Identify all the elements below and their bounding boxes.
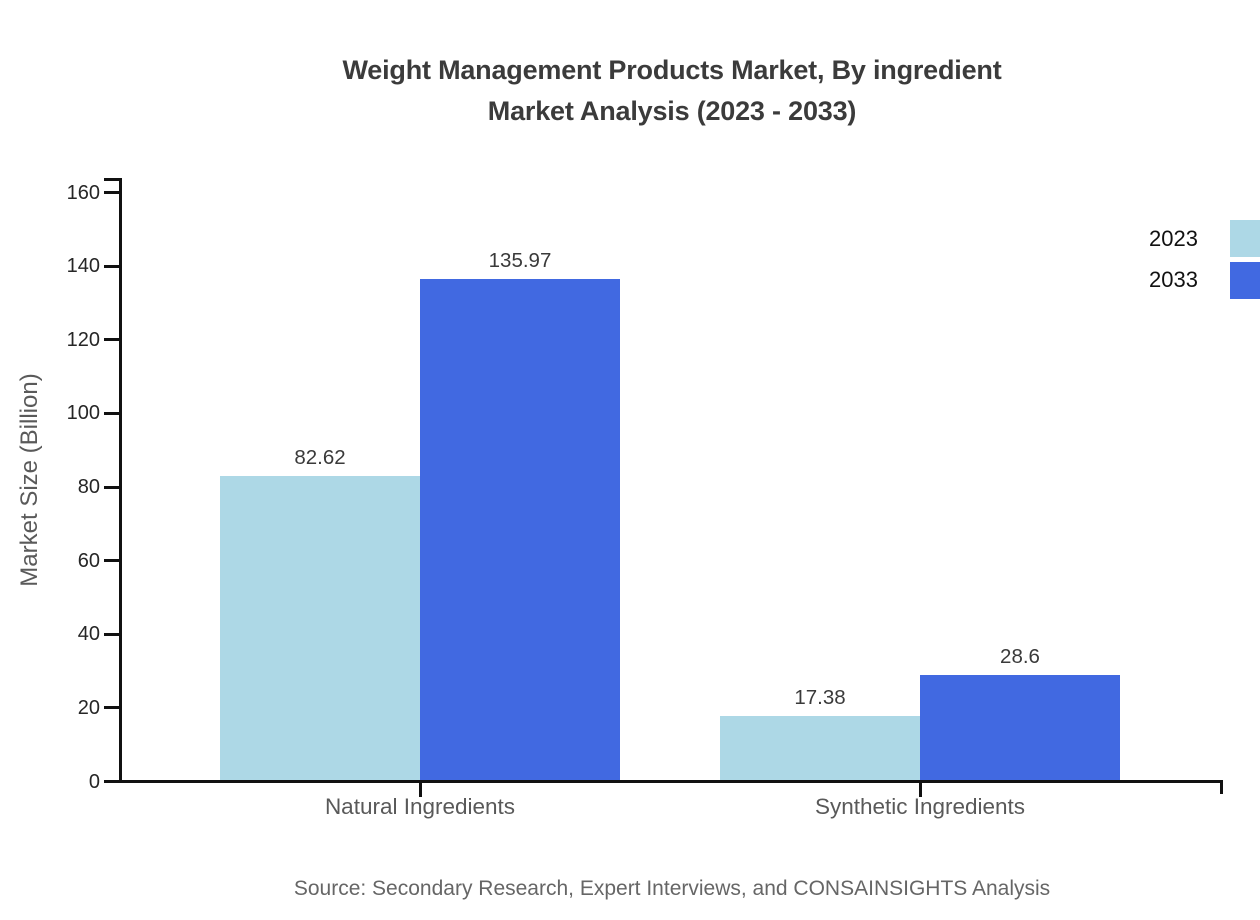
legend-label: 2023: [1149, 225, 1198, 251]
bar: [720, 716, 920, 780]
x-axis-end-cap: [1220, 780, 1223, 794]
x-category-label: Natural Ingredients: [324, 794, 516, 819]
y-tick-label: 80: [77, 476, 100, 498]
y-tick-label: 100: [66, 402, 100, 425]
y-tick: [104, 559, 119, 563]
y-tick: [104, 780, 119, 783]
bar-value-label: 28.6: [1000, 644, 1040, 668]
legend-item: 2023: [1130, 220, 1260, 257]
y-tick-label: 0: [88, 770, 100, 793]
legend-item: 2033: [1130, 261, 1260, 299]
x-axis-line: [119, 780, 1223, 783]
bar: [220, 475, 420, 780]
legend-swatch: [1230, 261, 1260, 299]
x-category-label: Synthetic Ingredients: [814, 794, 1026, 819]
legend-label: 2033: [1149, 267, 1198, 292]
chart-title-line1: Weight Management Products Market, By in…: [342, 55, 1002, 85]
x-tick: [919, 783, 922, 797]
source-note: Source: Secondary Research, Expert Inter…: [293, 877, 1051, 900]
chart-title: Weight Management Products Market, By in…: [120, 50, 1224, 132]
bar-value-label: 17.38: [794, 686, 846, 710]
y-tick: [104, 338, 119, 342]
y-tick: [104, 264, 119, 268]
bar: [420, 279, 620, 780]
bar: [920, 674, 1120, 780]
y-tick: [104, 632, 119, 636]
x-tick: [419, 783, 422, 797]
y-tick: [104, 485, 119, 489]
chart-title-line2: Market Analysis (2023 - 2033): [487, 96, 857, 126]
y-tick-label: 20: [77, 696, 100, 719]
y-tick: [104, 191, 119, 194]
bar-value-label: 82.62: [294, 445, 346, 469]
y-tick: [104, 706, 119, 710]
y-tick-label: 140: [66, 255, 100, 278]
y-axis-end-cap: [104, 178, 119, 181]
bar-value-label: 135.97: [488, 249, 552, 273]
y-tick: [104, 411, 119, 415]
y-tick-label: 120: [66, 328, 100, 351]
y-axis-line: [119, 178, 122, 783]
legend-swatch: [1230, 220, 1260, 257]
y-tick-label: 40: [77, 623, 100, 646]
y-tick-label: 60: [77, 549, 100, 572]
y-tick-label: 160: [66, 181, 100, 204]
